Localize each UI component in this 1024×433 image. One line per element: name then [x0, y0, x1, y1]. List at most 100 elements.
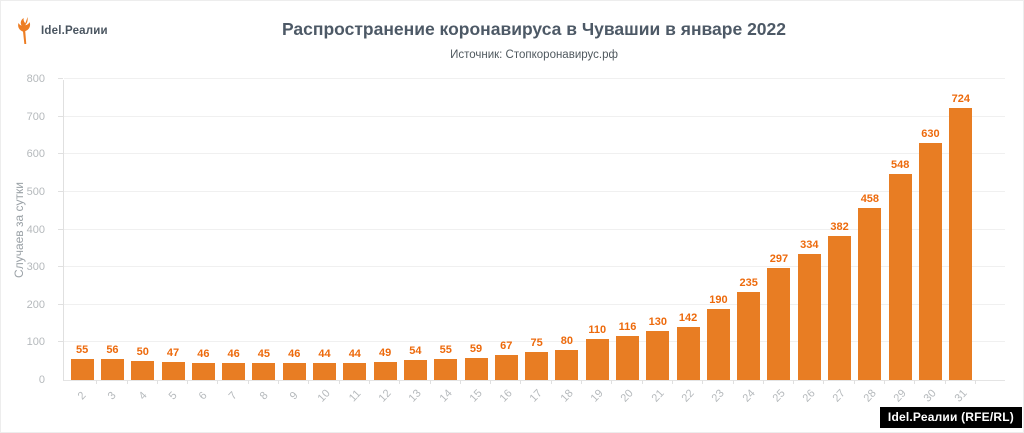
- bar: [767, 268, 791, 380]
- logo-wordmark: Idel.Реалии: [41, 24, 108, 37]
- x-tick: [520, 380, 522, 384]
- bar-value-label: 46: [227, 347, 240, 360]
- chart-title: Распространение коронавируса в Чувашии в…: [281, 19, 787, 39]
- x-tick: [762, 380, 764, 384]
- x-axis-label: 17: [528, 387, 546, 405]
- x-tick: [187, 380, 189, 384]
- gridline-800: [64, 78, 1005, 79]
- x-tick: [96, 380, 98, 384]
- bar-value-label: 190: [709, 293, 728, 306]
- x-axis-label: 22: [679, 387, 697, 405]
- x-axis-label: 4: [136, 389, 150, 403]
- x-axis-label: 2: [75, 389, 89, 403]
- x-tick: [793, 380, 795, 384]
- bar: [343, 363, 367, 380]
- bar-value-label: 235: [739, 276, 758, 289]
- bar: [706, 308, 730, 380]
- y-tick-600: [58, 153, 63, 155]
- x-axis-label: 19: [588, 387, 606, 405]
- gridline-400: [64, 228, 1005, 230]
- x-tick: [884, 380, 886, 384]
- x-axis-label: 18: [558, 387, 576, 405]
- x-axis-label: 21: [649, 387, 667, 405]
- bar: [737, 291, 761, 380]
- bar: [585, 338, 609, 380]
- x-tick: [702, 380, 704, 384]
- gridline-200: [64, 303, 1005, 305]
- bar-value-label: 142: [678, 311, 698, 324]
- y-axis-label-300: 300: [26, 261, 45, 274]
- x-axis-label: 9: [287, 389, 301, 403]
- bar-slot-day-18: 80 18: [552, 80, 583, 405]
- x-axis-label: 7: [227, 389, 241, 403]
- x-axis-label: 11: [346, 387, 364, 405]
- bar-slot-day-5: 47 5: [158, 80, 189, 402]
- bar-slot-day-20: 116 20: [612, 80, 643, 405]
- bar-slot-day-6: 46 6: [188, 80, 219, 402]
- y-axis-label-500: 500: [26, 185, 45, 198]
- bar: [494, 354, 518, 380]
- bar-value-label: 46: [197, 347, 210, 360]
- bar-value-label: 548: [890, 158, 910, 171]
- bar-slot-day-28: 458 28: [855, 80, 886, 405]
- bar-slot-day-31: 724 31: [946, 80, 976, 405]
- bar-slot-day-7: 46 7: [218, 80, 249, 402]
- bar-slot-day-3: 56 3: [97, 80, 128, 402]
- bar-value-label: 75: [530, 336, 543, 349]
- x-axis-label: 16: [497, 387, 515, 405]
- bar-value-label: 44: [348, 348, 361, 361]
- x-tick: [459, 380, 461, 384]
- bar-series: 55 2 56 3 50 4 47 5 46 6 46 7 45 8 46 9 44 10 44 11 49 12 54 13…: [67, 80, 976, 405]
- bar: [615, 336, 639, 380]
- x-tick: [156, 380, 158, 384]
- x-tick: [247, 380, 249, 384]
- x-tick: [914, 380, 916, 384]
- y-axis-label-0: 0: [38, 374, 45, 386]
- x-tick: [641, 380, 643, 384]
- x-tick: [611, 380, 613, 384]
- bar-slot-day-17: 75 17: [521, 80, 552, 405]
- x-axis-label: 8: [257, 389, 271, 403]
- bar-slot-day-16: 67 16: [491, 80, 522, 405]
- gridline-500: [64, 190, 1005, 192]
- x-axis-label: 5: [166, 389, 180, 403]
- bar-value-label: 47: [166, 347, 180, 360]
- gridline-700: [64, 115, 1005, 117]
- bar-slot-day-10: 44 10: [309, 80, 340, 405]
- y-tick-200: [58, 303, 63, 305]
- gridline-300: [64, 266, 1005, 268]
- bar-slot-day-26: 334 26: [794, 80, 825, 405]
- y-axis-label-700: 700: [26, 110, 45, 123]
- bar: [888, 173, 912, 380]
- bar: [525, 351, 549, 380]
- gridline-600: [64, 153, 1005, 155]
- bar-value-label: 110: [588, 323, 607, 336]
- x-tick: [974, 380, 976, 384]
- bar-value-label: 46: [288, 347, 301, 360]
- x-tick: [823, 380, 825, 384]
- bar-value-label: 50: [136, 346, 149, 359]
- bar-slot-day-11: 44 11: [340, 80, 370, 404]
- bar-value-label: 630: [921, 127, 940, 140]
- x-tick: [944, 380, 946, 384]
- bar: [646, 331, 670, 380]
- bar-slot-day-15: 59 15: [461, 80, 492, 405]
- bar-value-label: 59: [469, 342, 483, 355]
- bar-slot-day-19: 110 19: [582, 80, 613, 405]
- bar-value-label: 67: [500, 339, 513, 352]
- bar-slot-day-2: 55 2: [67, 80, 98, 402]
- bar-value-label: 56: [106, 343, 119, 356]
- bar-value-label: 130: [648, 316, 667, 329]
- x-axis-label: 10: [315, 387, 334, 405]
- bar-value-label: 54: [409, 344, 422, 357]
- y-axis-label-100: 100: [26, 336, 45, 349]
- x-axis-label: 27: [830, 387, 849, 405]
- bar: [828, 236, 852, 380]
- y-tick-800: [58, 78, 63, 79]
- bar: [464, 357, 488, 380]
- bar-slot-day-30: 630 30: [915, 80, 946, 405]
- bar: [797, 254, 821, 380]
- idel-realii-logo: Idel.Реалии: [17, 17, 108, 44]
- x-tick: [490, 380, 492, 384]
- y-axis-labels: 0 100 200 300 400 500 600 700 800: [1, 74, 54, 386]
